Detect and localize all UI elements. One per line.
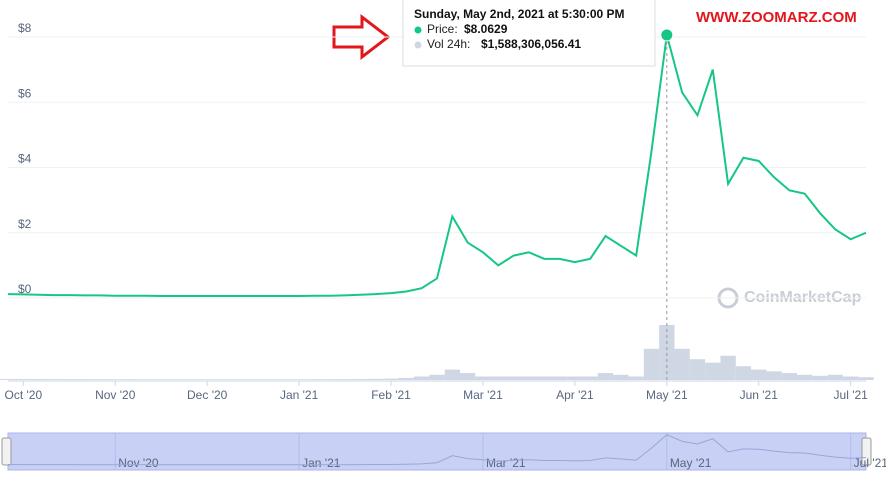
y-tick-label: $0 [18, 282, 32, 296]
x-tick-label: Jan '21 [280, 388, 319, 402]
volume-bar [827, 374, 844, 380]
navigator-line [7, 434, 867, 466]
volume-bar [797, 374, 813, 380]
volume-bar [735, 366, 752, 380]
volume-bar [276, 379, 292, 380]
x-tick-label: Feb '21 [371, 388, 411, 402]
volume-bar [597, 373, 614, 380]
volume-bar [199, 379, 215, 380]
volume-bar [245, 379, 261, 380]
volume-bar [184, 379, 200, 380]
x-tick-label: Nov '20 [95, 388, 136, 402]
volume-bar [490, 376, 506, 380]
volume-bar [843, 376, 859, 380]
hover-point [660, 28, 674, 42]
volume-bar [153, 379, 169, 380]
volume-bar [168, 379, 185, 380]
volume-bar [475, 376, 491, 380]
volume-bar [0, 378, 16, 380]
volume-bar [643, 348, 660, 380]
volume-bar [306, 379, 323, 380]
tooltip-value: $1,588,306,056.41 [481, 37, 581, 51]
volume-bar [76, 379, 93, 380]
volume-bar [107, 379, 123, 380]
volume-bar [751, 369, 767, 380]
volume-bar [551, 376, 568, 380]
tooltip-dot [414, 41, 422, 49]
volume-bar [368, 378, 384, 380]
volume-bar [214, 379, 231, 380]
x-tick-label: Jun '21 [740, 388, 779, 402]
volume-bar [30, 379, 47, 380]
volume-bar [674, 348, 690, 380]
x-tick-label: Dec '20 [187, 388, 228, 402]
volume-bar [766, 371, 782, 380]
volume-bar [613, 374, 629, 380]
navigator-label: Mar '21 [486, 456, 526, 470]
volume-bar [444, 369, 460, 380]
x-tick-label: Mar '21 [463, 388, 503, 402]
volume-bar [291, 379, 307, 380]
tooltip-value: $8.0629 [464, 22, 508, 36]
volume-bar [383, 378, 399, 380]
volume-bar [689, 359, 706, 380]
tooltip-dot [414, 26, 422, 34]
y-tick-label: $6 [18, 86, 32, 100]
x-tick-label: May '21 [646, 388, 688, 402]
volume-bar [15, 378, 31, 380]
volume-bar [398, 377, 415, 380]
x-tick-label: Jul '21 [834, 388, 869, 402]
volume-bar [536, 376, 552, 380]
navigator-handle[interactable] [861, 437, 872, 466]
tooltip: Sunday, May 2nd, 2021 at 5:30:00 PM Pric… [402, 0, 656, 67]
volume-bar [858, 377, 874, 380]
y-tick-label: $8 [18, 21, 32, 35]
volume-bar [260, 379, 277, 380]
tooltip-label: Vol 24h: [427, 37, 470, 51]
volume-bar [122, 379, 139, 380]
x-tick-label: Apr '21 [556, 388, 594, 402]
volume-bar [459, 373, 476, 380]
volume-bar [659, 325, 675, 380]
volume-bar [352, 379, 369, 380]
volume-bar [138, 379, 154, 380]
site-label: WWW.ZOOMARZ.COM [696, 9, 857, 26]
volume-bar [429, 374, 445, 380]
volume-bar [567, 376, 583, 380]
navigator-label: Jan '21 [302, 456, 341, 470]
navigator-label: May '21 [670, 456, 712, 470]
volume-bar [322, 379, 338, 380]
price-line [7, 34, 867, 298]
volume-bar [781, 373, 798, 380]
tooltip-title: Sunday, May 2nd, 2021 at 5:30:00 PM [414, 7, 625, 21]
navigator-label: Jul '21 [854, 456, 886, 470]
volume-bar [230, 379, 246, 380]
x-tick-label: Oct '20 [5, 388, 43, 402]
volume-bar [521, 376, 537, 380]
volume-bar [92, 379, 108, 380]
tooltip-label: Price: [427, 22, 458, 36]
volume-bar [46, 379, 62, 380]
navigator[interactable] [7, 432, 867, 471]
volume-bar [414, 376, 430, 380]
y-tick-label: $2 [18, 217, 32, 231]
volume-bar [61, 379, 77, 380]
volume-bar [628, 376, 644, 380]
y-tick-label: $4 [18, 152, 32, 166]
volume-bar [720, 355, 736, 380]
volume-bar [705, 362, 721, 380]
tooltip-box [402, 0, 656, 67]
volume-bar [337, 379, 353, 380]
volume-bar [582, 376, 598, 380]
navigator-handle[interactable] [1, 437, 12, 466]
volume-bar [812, 375, 828, 380]
volume-bar [505, 376, 522, 380]
navigator-label: Nov '20 [118, 456, 159, 470]
